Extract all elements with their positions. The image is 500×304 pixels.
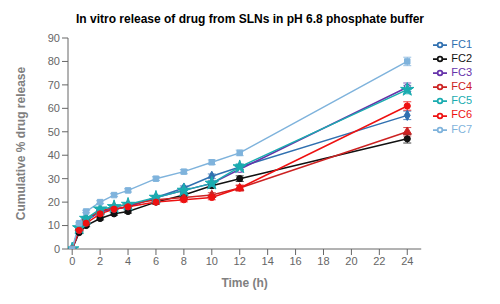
svg-text:50: 50 — [48, 126, 60, 138]
html-text:FC6: FC6 — [451, 108, 472, 121]
html-text:In vitro release of drug from: In vitro release of drug from SLNs in pH… — [76, 12, 424, 26]
svg-text:Cumulative % drug release: Cumulative % drug release — [14, 66, 28, 220]
svg-text:10: 10 — [206, 255, 218, 267]
svg-text:20: 20 — [345, 255, 357, 267]
svg-text:40: 40 — [48, 149, 60, 161]
svg-text:18: 18 — [317, 255, 329, 267]
svg-text:Time (h): Time (h) — [221, 276, 267, 290]
svg-text:16: 16 — [289, 255, 301, 267]
svg-text:24: 24 — [401, 255, 413, 267]
html-text:FC1: FC1 — [451, 38, 472, 50]
svg-text:2: 2 — [97, 255, 103, 267]
svg-text:90: 90 — [48, 32, 60, 44]
svg-text:4: 4 — [125, 255, 131, 267]
svg-text:30: 30 — [48, 173, 60, 185]
svg-text:6: 6 — [153, 255, 159, 267]
svg-text:60: 60 — [48, 102, 60, 114]
svg-text:80: 80 — [48, 55, 60, 67]
svg-text:20: 20 — [48, 196, 60, 208]
html-text:FC7: FC7 — [451, 122, 472, 135]
html-text:FC4: FC4 — [451, 80, 472, 93]
svg-text:22: 22 — [373, 255, 385, 267]
svg-text:0: 0 — [69, 255, 75, 267]
html-text:FC2: FC2 — [451, 52, 472, 65]
svg-text:12: 12 — [234, 255, 246, 267]
svg-text:10: 10 — [48, 219, 60, 231]
svg-text:8: 8 — [181, 255, 187, 267]
svg-text:0: 0 — [54, 243, 60, 255]
html-text:FC3: FC3 — [451, 66, 472, 79]
svg-text:70: 70 — [48, 79, 60, 91]
svg-text:14: 14 — [262, 255, 274, 267]
html-text:FC5: FC5 — [451, 94, 472, 107]
